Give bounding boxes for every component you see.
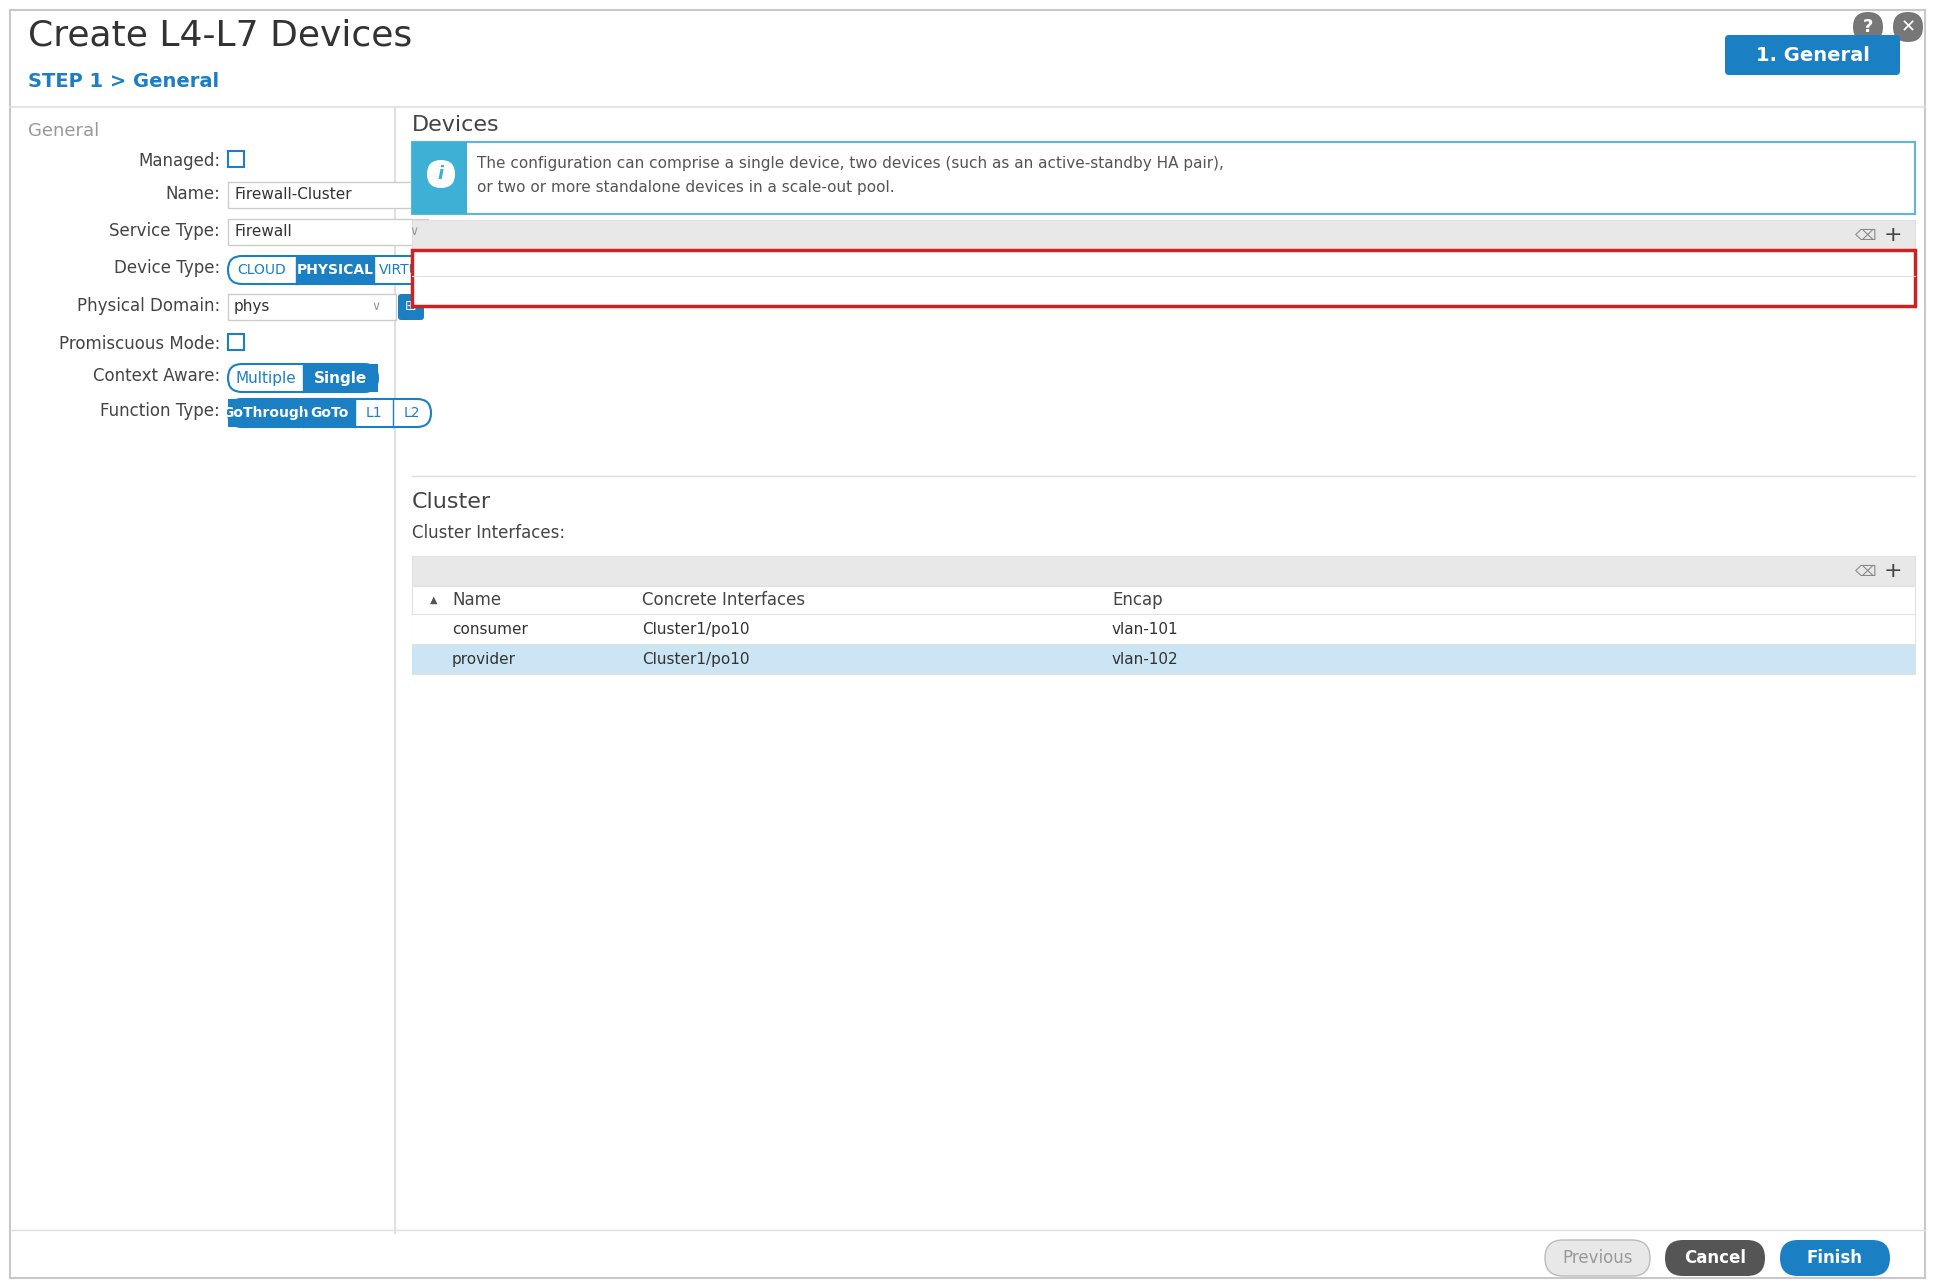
Text: STEP 1 > General: STEP 1 > General	[27, 72, 219, 91]
Bar	[412, 614, 1916, 644]
Text: The configuration can comprise a single device, two devices (such as an active-s: The configuration can comprise a single …	[478, 156, 1223, 171]
Text: L2: L2	[404, 406, 420, 420]
FancyBboxPatch shape	[1724, 35, 1900, 75]
Text: Devices: Devices	[412, 115, 499, 135]
FancyBboxPatch shape	[228, 399, 432, 428]
Text: Physical Domain:: Physical Domain:	[77, 298, 221, 316]
Text: ?: ?	[1863, 18, 1873, 36]
Bar	[412, 276, 1916, 307]
Text: Cluster1/po10: Cluster1/po10	[642, 622, 749, 636]
Bar	[228, 151, 244, 167]
Text: ▲: ▲	[430, 595, 437, 605]
Text: ⌫: ⌫	[1854, 228, 1875, 242]
Text: Function Type:: Function Type:	[101, 402, 221, 420]
Text: Concrete Interfaces: Concrete Interfaces	[642, 591, 805, 609]
Text: phys: phys	[234, 299, 271, 313]
Bar	[304, 399, 354, 428]
Text: 1. General: 1. General	[1755, 45, 1869, 64]
Text: ∨: ∨	[372, 300, 381, 313]
Bar	[228, 219, 428, 245]
FancyBboxPatch shape	[1854, 12, 1883, 43]
Bar	[412, 250, 1916, 307]
Text: or two or more standalone devices in a scale-out pool.: or two or more standalone devices in a s…	[478, 180, 894, 194]
FancyBboxPatch shape	[1664, 1240, 1765, 1276]
Text: Firewall-Cluster: Firewall-Cluster	[234, 187, 352, 201]
Text: Name:: Name:	[164, 185, 221, 204]
Text: po10 (Pod-1/Node-101-102/MAC-Pin-L101-102-port3): po10 (Pod-1/Node-101-102/MAC-Pin-L101-10…	[693, 283, 1095, 299]
Bar	[228, 294, 397, 319]
Text: vlan-102: vlan-102	[1113, 652, 1178, 666]
FancyBboxPatch shape	[428, 160, 455, 188]
Text: Interfaces: Interfaces	[693, 254, 776, 272]
Text: Cluster Interfaces:: Cluster Interfaces:	[412, 524, 565, 542]
Text: Cluster1/po10: Cluster1/po10	[642, 652, 749, 666]
Text: +: +	[1883, 225, 1902, 245]
Text: consumer: consumer	[453, 622, 528, 636]
Bar	[228, 334, 244, 350]
FancyBboxPatch shape	[228, 365, 377, 392]
FancyBboxPatch shape	[228, 256, 441, 283]
Bar	[304, 365, 377, 392]
Text: Cluster: Cluster	[412, 492, 491, 513]
Text: Create L4-L7 Devices: Create L4-L7 Devices	[27, 18, 412, 52]
Text: L1: L1	[366, 406, 383, 420]
Text: provider: provider	[453, 652, 517, 666]
Bar	[296, 256, 373, 283]
Text: Name: Name	[426, 254, 476, 272]
Bar	[228, 399, 304, 428]
Text: ∨: ∨	[410, 224, 418, 237]
Bar	[412, 556, 1916, 586]
Bar	[412, 142, 466, 214]
Text: General: General	[27, 122, 99, 140]
Text: Single: Single	[313, 371, 368, 385]
Text: GoTo: GoTo	[310, 406, 348, 420]
Text: Service Type:: Service Type:	[108, 222, 221, 240]
Text: Finish: Finish	[1807, 1249, 1863, 1267]
FancyBboxPatch shape	[1892, 12, 1923, 43]
Text: +: +	[1883, 562, 1902, 581]
Text: ⊞: ⊞	[404, 299, 416, 313]
Text: Firewall: Firewall	[234, 224, 292, 238]
Text: Context Aware:: Context Aware:	[93, 367, 221, 385]
Text: Previous: Previous	[1562, 1249, 1633, 1267]
Bar	[228, 182, 428, 207]
Bar	[412, 644, 1916, 674]
Text: Cancel: Cancel	[1683, 1249, 1745, 1267]
Text: ✕: ✕	[1900, 18, 1916, 36]
Text: Encap: Encap	[1113, 591, 1163, 609]
Text: Promiscuous Mode:: Promiscuous Mode:	[58, 335, 221, 353]
Text: Name: Name	[453, 591, 501, 609]
Text: CLOUD: CLOUD	[238, 263, 286, 277]
Text: PHYSICAL: PHYSICAL	[296, 263, 373, 277]
Text: Multiple: Multiple	[236, 371, 296, 385]
Bar	[412, 220, 1916, 250]
Text: vlan-101: vlan-101	[1113, 622, 1178, 636]
Text: Device Type:: Device Type:	[114, 259, 221, 277]
Text: ⌫: ⌫	[1854, 564, 1875, 578]
FancyBboxPatch shape	[399, 294, 424, 319]
FancyBboxPatch shape	[1544, 1240, 1651, 1276]
Bar	[412, 586, 1916, 674]
Text: VIRTUAL: VIRTUAL	[379, 263, 437, 277]
Text: Managed:: Managed:	[137, 152, 221, 170]
Bar	[412, 142, 1916, 214]
Text: GoThrough: GoThrough	[223, 406, 310, 420]
Text: Cluster1: Cluster1	[426, 283, 490, 299]
Text: i: i	[437, 165, 443, 183]
FancyBboxPatch shape	[1780, 1240, 1890, 1276]
